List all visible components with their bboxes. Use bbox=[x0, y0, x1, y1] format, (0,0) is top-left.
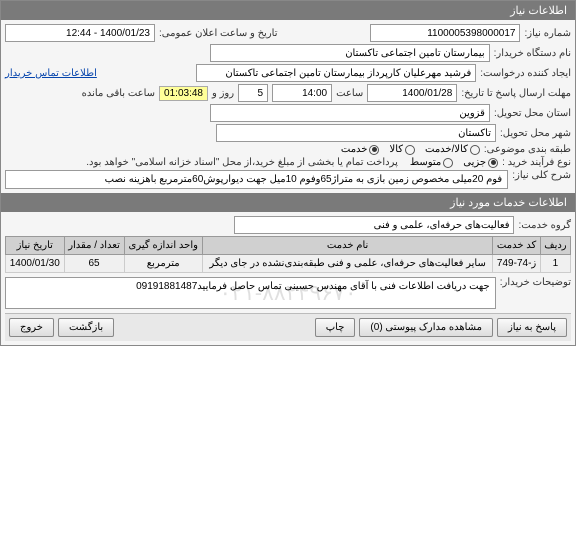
purchase-type-label: نوع فرآیند خرید : bbox=[502, 157, 571, 168]
org-label: نام دستگاه خریدار: bbox=[494, 48, 571, 59]
radio-medium[interactable]: متوسط bbox=[410, 157, 453, 168]
category-radio-group: کالا/خدمت کالا خدمت bbox=[341, 144, 480, 155]
th-name: نام خدمت bbox=[202, 237, 492, 255]
radio-goods-service-label: کالا/خدمت bbox=[425, 144, 468, 155]
radio-goods-label: کالا bbox=[389, 144, 403, 155]
need-desc-value: فوم 20میلی مخصوص زمین بازی به متراژ65وفو… bbox=[5, 170, 508, 189]
days-label: روز و bbox=[212, 88, 234, 99]
th-row: ردیف bbox=[540, 237, 570, 255]
cell-idx: 1 bbox=[540, 255, 570, 273]
th-qty: تعداد / مقدار bbox=[64, 237, 124, 255]
need-no-value: 1100005398000017 bbox=[370, 24, 520, 42]
cell-name: سایر فعالیت‌های حرفه‌ای، علمی و فنی طبقه… bbox=[202, 255, 492, 273]
announce-value: 1400/01/23 - 12:44 bbox=[5, 24, 155, 42]
subject-cat-label: طبقه بندی موضوعی: bbox=[484, 144, 571, 155]
attachments-button[interactable]: مشاهده مدارک پیوستی (0) bbox=[359, 318, 493, 337]
cell-unit: مترمربع bbox=[124, 255, 202, 273]
buyer-note-value: جهت دریافت اطلاعات فنی با آقای مهندس حسی… bbox=[5, 277, 496, 309]
back-button[interactable]: بازگشت bbox=[58, 318, 114, 337]
remain-label: ساعت باقی مانده bbox=[82, 88, 155, 99]
radio-goods-service[interactable]: کالا/خدمت bbox=[425, 144, 480, 155]
th-code: کد خدمت bbox=[493, 237, 541, 255]
contact-link[interactable]: اطلاعات تماس خریدار bbox=[5, 68, 97, 79]
countdown-timer: 01:03:48 bbox=[159, 86, 208, 101]
cell-qty: 65 bbox=[64, 255, 124, 273]
purchase-note: پرداخت تمام یا بخشی از مبلغ خرید،از محل … bbox=[86, 157, 398, 168]
deadline-label: مهلت ارسال پاسخ تا تاریخ: bbox=[461, 88, 571, 99]
table-row: 1 ز-74-749 سایر فعالیت‌های حرفه‌ای، علمی… bbox=[6, 255, 571, 273]
city-value: تاکستان bbox=[216, 124, 496, 142]
button-bar: پاسخ به نیاز مشاهده مدارک پیوستی (0) چاپ… bbox=[5, 313, 571, 341]
radio-medium-label: متوسط bbox=[410, 157, 441, 168]
radio-small-label: جزیی bbox=[463, 157, 486, 168]
cell-code: ز-74-749 bbox=[493, 255, 541, 273]
section2-header: اطلاعات خدمات مورد نیاز bbox=[1, 193, 575, 212]
radio-goods[interactable]: کالا bbox=[389, 144, 415, 155]
time-label: ساعت bbox=[336, 88, 363, 99]
print-button[interactable]: چاپ bbox=[315, 318, 356, 337]
city-label: شهر محل تحویل: bbox=[500, 128, 571, 139]
purchase-radio-group: جزیی متوسط bbox=[410, 157, 498, 168]
exit-button[interactable]: خروج bbox=[9, 318, 54, 337]
buyer-note-label: توضیحات خریدار: bbox=[500, 277, 571, 288]
creator-label: ایجاد کننده درخواست: bbox=[480, 68, 571, 79]
radio-service-label: خدمت bbox=[341, 144, 368, 155]
deadline-date: 1400/01/28 bbox=[367, 84, 457, 102]
info-panel: اطلاعات نیاز شماره نیاز: 110000539800001… bbox=[0, 0, 576, 346]
service-group-label: گروه خدمت: bbox=[518, 220, 571, 231]
radio-small[interactable]: جزیی bbox=[463, 157, 498, 168]
days-left: 5 bbox=[238, 84, 268, 102]
province-value: قزوین bbox=[210, 104, 490, 122]
need-desc-label: شرح کلی نیاز: bbox=[512, 170, 571, 181]
services-table: ردیف کد خدمت نام خدمت واحد اندازه گیری ت… bbox=[5, 236, 571, 273]
th-unit: واحد اندازه گیری bbox=[124, 237, 202, 255]
announce-label: تاریخ و ساعت اعلان عمومی: bbox=[159, 28, 278, 39]
buyer-note-row: توضیحات خریدار: جهت دریافت اطلاعات فنی ب… bbox=[5, 277, 571, 309]
service-group-value: فعالیت‌های حرفه‌ای، علمی و فنی bbox=[234, 216, 514, 234]
creator-value: فرشید مهرعلیان کارپرداز بیمارستان تامین … bbox=[196, 64, 476, 82]
need-no-label: شماره نیاز: bbox=[524, 28, 571, 39]
reply-button[interactable]: پاسخ به نیاز bbox=[497, 318, 567, 337]
panel-title: اطلاعات نیاز bbox=[1, 1, 575, 20]
deadline-time: 14:00 bbox=[272, 84, 332, 102]
province-label: استان محل تحویل: bbox=[494, 108, 571, 119]
th-date: تاریخ نیاز bbox=[6, 237, 65, 255]
cell-date: 1400/01/30 bbox=[6, 255, 65, 273]
org-value: بیمارستان تامین اجتماعی تاکستان bbox=[210, 44, 490, 62]
table-header-row: ردیف کد خدمت نام خدمت واحد اندازه گیری ت… bbox=[6, 237, 571, 255]
radio-service[interactable]: خدمت bbox=[341, 144, 380, 155]
